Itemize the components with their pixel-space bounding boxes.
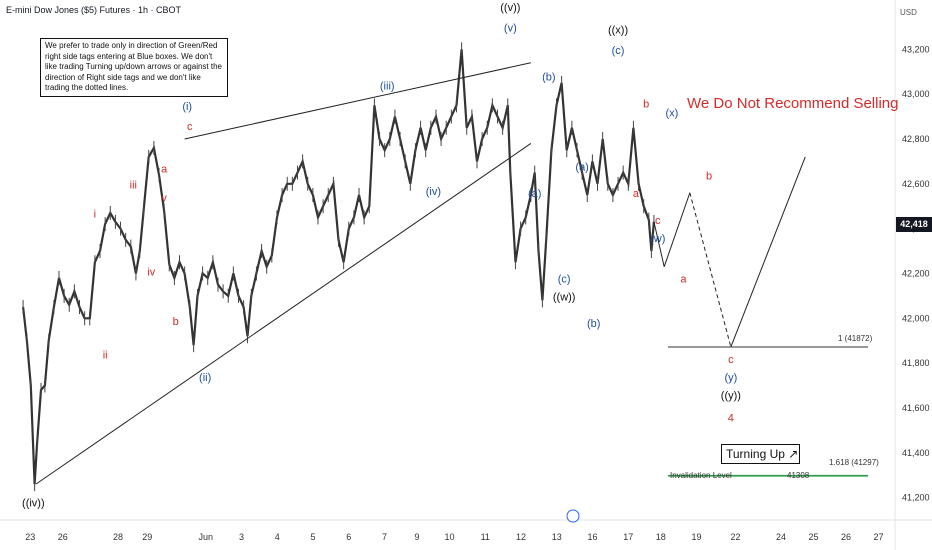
wave-label: (a) (575, 161, 588, 173)
wave-label: c (728, 354, 734, 366)
wave-label: ii (103, 350, 108, 362)
x-tick-label: 19 (691, 532, 701, 542)
wedge-trendline (35, 143, 532, 485)
wave-label: ((y)) (721, 390, 741, 402)
fib-level-1618-label: 1.618 (41297) (829, 458, 879, 467)
wave-label: iii (130, 179, 137, 191)
recommendation-text: We Do Not Recommend Selling (687, 95, 899, 112)
x-tick-label: 12 (516, 532, 526, 542)
wave-label: a (633, 188, 640, 200)
y-tick-label: 41,600 (902, 403, 930, 413)
y-tick-label: 42,600 (902, 179, 930, 189)
x-tick-label: 6 (346, 532, 351, 542)
y-tick-label: 43,000 (902, 89, 930, 99)
x-tick-label: 11 (481, 532, 490, 542)
wave-label: iv (147, 267, 155, 279)
wave-label: (b) (542, 72, 555, 84)
y-tick-label: 42,000 (902, 313, 930, 323)
fib-level-1-label: 1 (41872) (838, 334, 873, 343)
wave-label: ((iv)) (22, 498, 45, 510)
x-tick-label: 17 (623, 532, 633, 542)
time-marker-icon (566, 509, 580, 523)
x-tick-label: 29 (142, 532, 152, 542)
wave-label: (x) (665, 108, 678, 120)
y-tick-label: 41,400 (902, 448, 930, 458)
wave-label: (b) (587, 318, 600, 330)
x-tick-label: 28 (113, 532, 123, 542)
arrow-up-right-icon: ↗ (788, 447, 799, 461)
turning-up-label: Turning Up (726, 447, 785, 461)
projection-dotted-leg (689, 192, 732, 348)
invalidation-value: 41308 (787, 471, 810, 480)
x-tick-label: 22 (730, 532, 740, 542)
x-tick-label: 26 (58, 532, 68, 542)
wave-label: 4 (728, 412, 734, 424)
wave-label: (c) (558, 273, 571, 285)
x-tick-label: 9 (414, 532, 419, 542)
turning-up-box: Turning Up ↗ (721, 444, 800, 464)
wave-label: (c) (612, 45, 625, 57)
wave-label: ((v)) (500, 2, 520, 14)
x-tick-label: 25 (808, 532, 818, 542)
wave-label: (a) (528, 188, 541, 200)
projection-leg (663, 192, 691, 267)
last-price-tag: 42,418 (896, 217, 932, 232)
wave-label: ((w)) (553, 291, 576, 303)
trading-note-box: We prefer to trade only in direction of … (40, 38, 228, 97)
x-tick-label: 10 (444, 532, 454, 542)
wave-label: a (161, 164, 168, 176)
wave-label: (ii) (199, 372, 211, 384)
price-series-line (22, 49, 655, 485)
y-tick-label: 41,800 (902, 358, 930, 368)
x-tick-label: 27 (873, 532, 883, 542)
wave-label: b (173, 316, 179, 328)
wave-label: ((x)) (608, 25, 628, 37)
wave-label: c (187, 121, 193, 133)
wave-label: v (161, 193, 167, 205)
y-tick-label: 42,800 (902, 134, 930, 144)
x-tick-label: 24 (776, 532, 786, 542)
currency-label: USD (900, 8, 917, 17)
wave-label: b (643, 99, 649, 111)
invalidation-label: Invalidation Level (670, 471, 732, 480)
y-tick-label: 42,200 (902, 268, 930, 278)
wave-label: (i) (182, 101, 192, 113)
wave-label: (w) (650, 233, 665, 245)
wave-label: (y) (724, 372, 737, 384)
wave-label: b (706, 170, 712, 182)
x-tick-label: 7 (382, 532, 387, 542)
x-tick-label: 13 (552, 532, 562, 542)
x-tick-label: Jun (198, 532, 213, 542)
y-tick-label: 43,200 (902, 44, 930, 54)
wave-label: (iv) (426, 186, 441, 198)
x-tick-label: 3 (239, 532, 244, 542)
wave-label: a (680, 273, 687, 285)
y-tick-label: 41,200 (902, 493, 930, 503)
wave-label: c (655, 215, 661, 227)
wave-label: (iii) (380, 81, 395, 93)
x-tick-label: 4 (275, 532, 280, 542)
wedge-trendline (184, 62, 531, 140)
x-tick-label: 18 (656, 532, 666, 542)
chart-header-title: E-mini Dow Jones ($5) Futures · 1h · CBO… (6, 5, 182, 15)
projection-leg (653, 221, 665, 267)
x-tick-label: 5 (310, 532, 315, 542)
wave-label: (v) (504, 22, 517, 34)
x-tick-label: 26 (841, 532, 851, 542)
projection-leg (730, 156, 806, 348)
wave-label: i (94, 208, 96, 220)
x-tick-label: 23 (25, 532, 35, 542)
x-tick-label: 16 (587, 532, 597, 542)
